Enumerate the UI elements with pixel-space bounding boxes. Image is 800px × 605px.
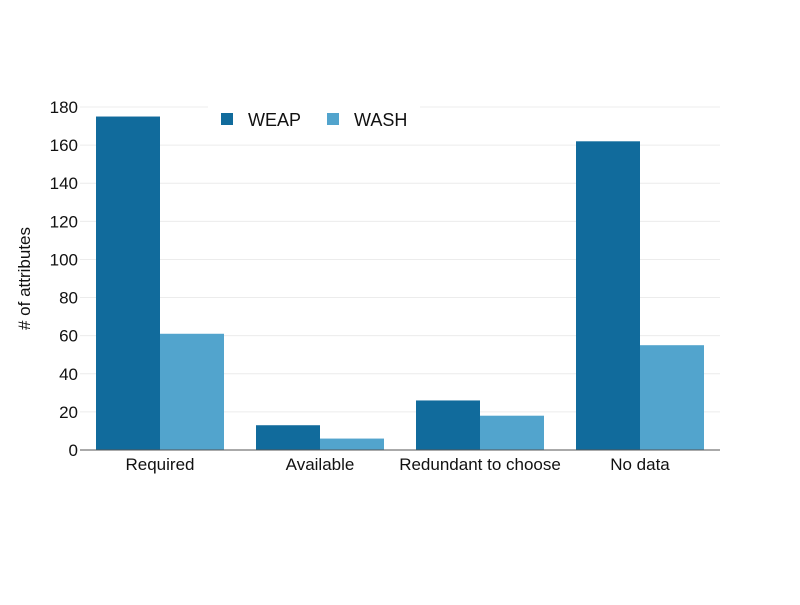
bar-weap-1 — [96, 116, 160, 451]
legend-label-wash: WASH — [354, 110, 407, 130]
bar-wash-1 — [160, 333, 224, 450]
bar-wash-3 — [480, 415, 544, 450]
legend: WEAP WASH — [208, 104, 420, 134]
bar-wash-4 — [640, 345, 704, 450]
y-tick-label: 60 — [59, 327, 78, 346]
legend-background — [208, 104, 420, 134]
legend-swatch-wash — [327, 113, 339, 125]
x-category-label: Required — [126, 455, 195, 474]
legend-label-weap: WEAP — [248, 110, 301, 130]
y-axis-title: # of attributes — [15, 227, 34, 330]
y-tick-label: 120 — [50, 212, 78, 231]
y-tick-label: 160 — [50, 136, 78, 155]
y-tick-label: 80 — [59, 289, 78, 308]
y-tick-label: 180 — [50, 98, 78, 117]
bars — [96, 116, 704, 451]
y-tick-label: 20 — [59, 403, 78, 422]
y-tick-label: 100 — [50, 250, 78, 269]
bar-weap-2 — [256, 425, 320, 450]
bar-weap-4 — [576, 141, 640, 451]
y-tick-label: 0 — [69, 441, 78, 460]
y-tick-labels: 0 20 40 60 80 100 120 140 160 180 — [50, 98, 78, 460]
x-category-label: No data — [610, 455, 670, 474]
y-tick-label: 140 — [50, 174, 78, 193]
legend-swatch-weap — [221, 113, 233, 125]
x-category-label: Available — [286, 455, 355, 474]
x-category-labels: Required Available Redundant to choose No d… — [126, 455, 671, 474]
bar-wash-2 — [320, 438, 384, 450]
bar-weap-3 — [416, 400, 480, 450]
y-tick-label: 40 — [59, 365, 78, 384]
x-category-label: Redundant to choose — [399, 455, 561, 474]
